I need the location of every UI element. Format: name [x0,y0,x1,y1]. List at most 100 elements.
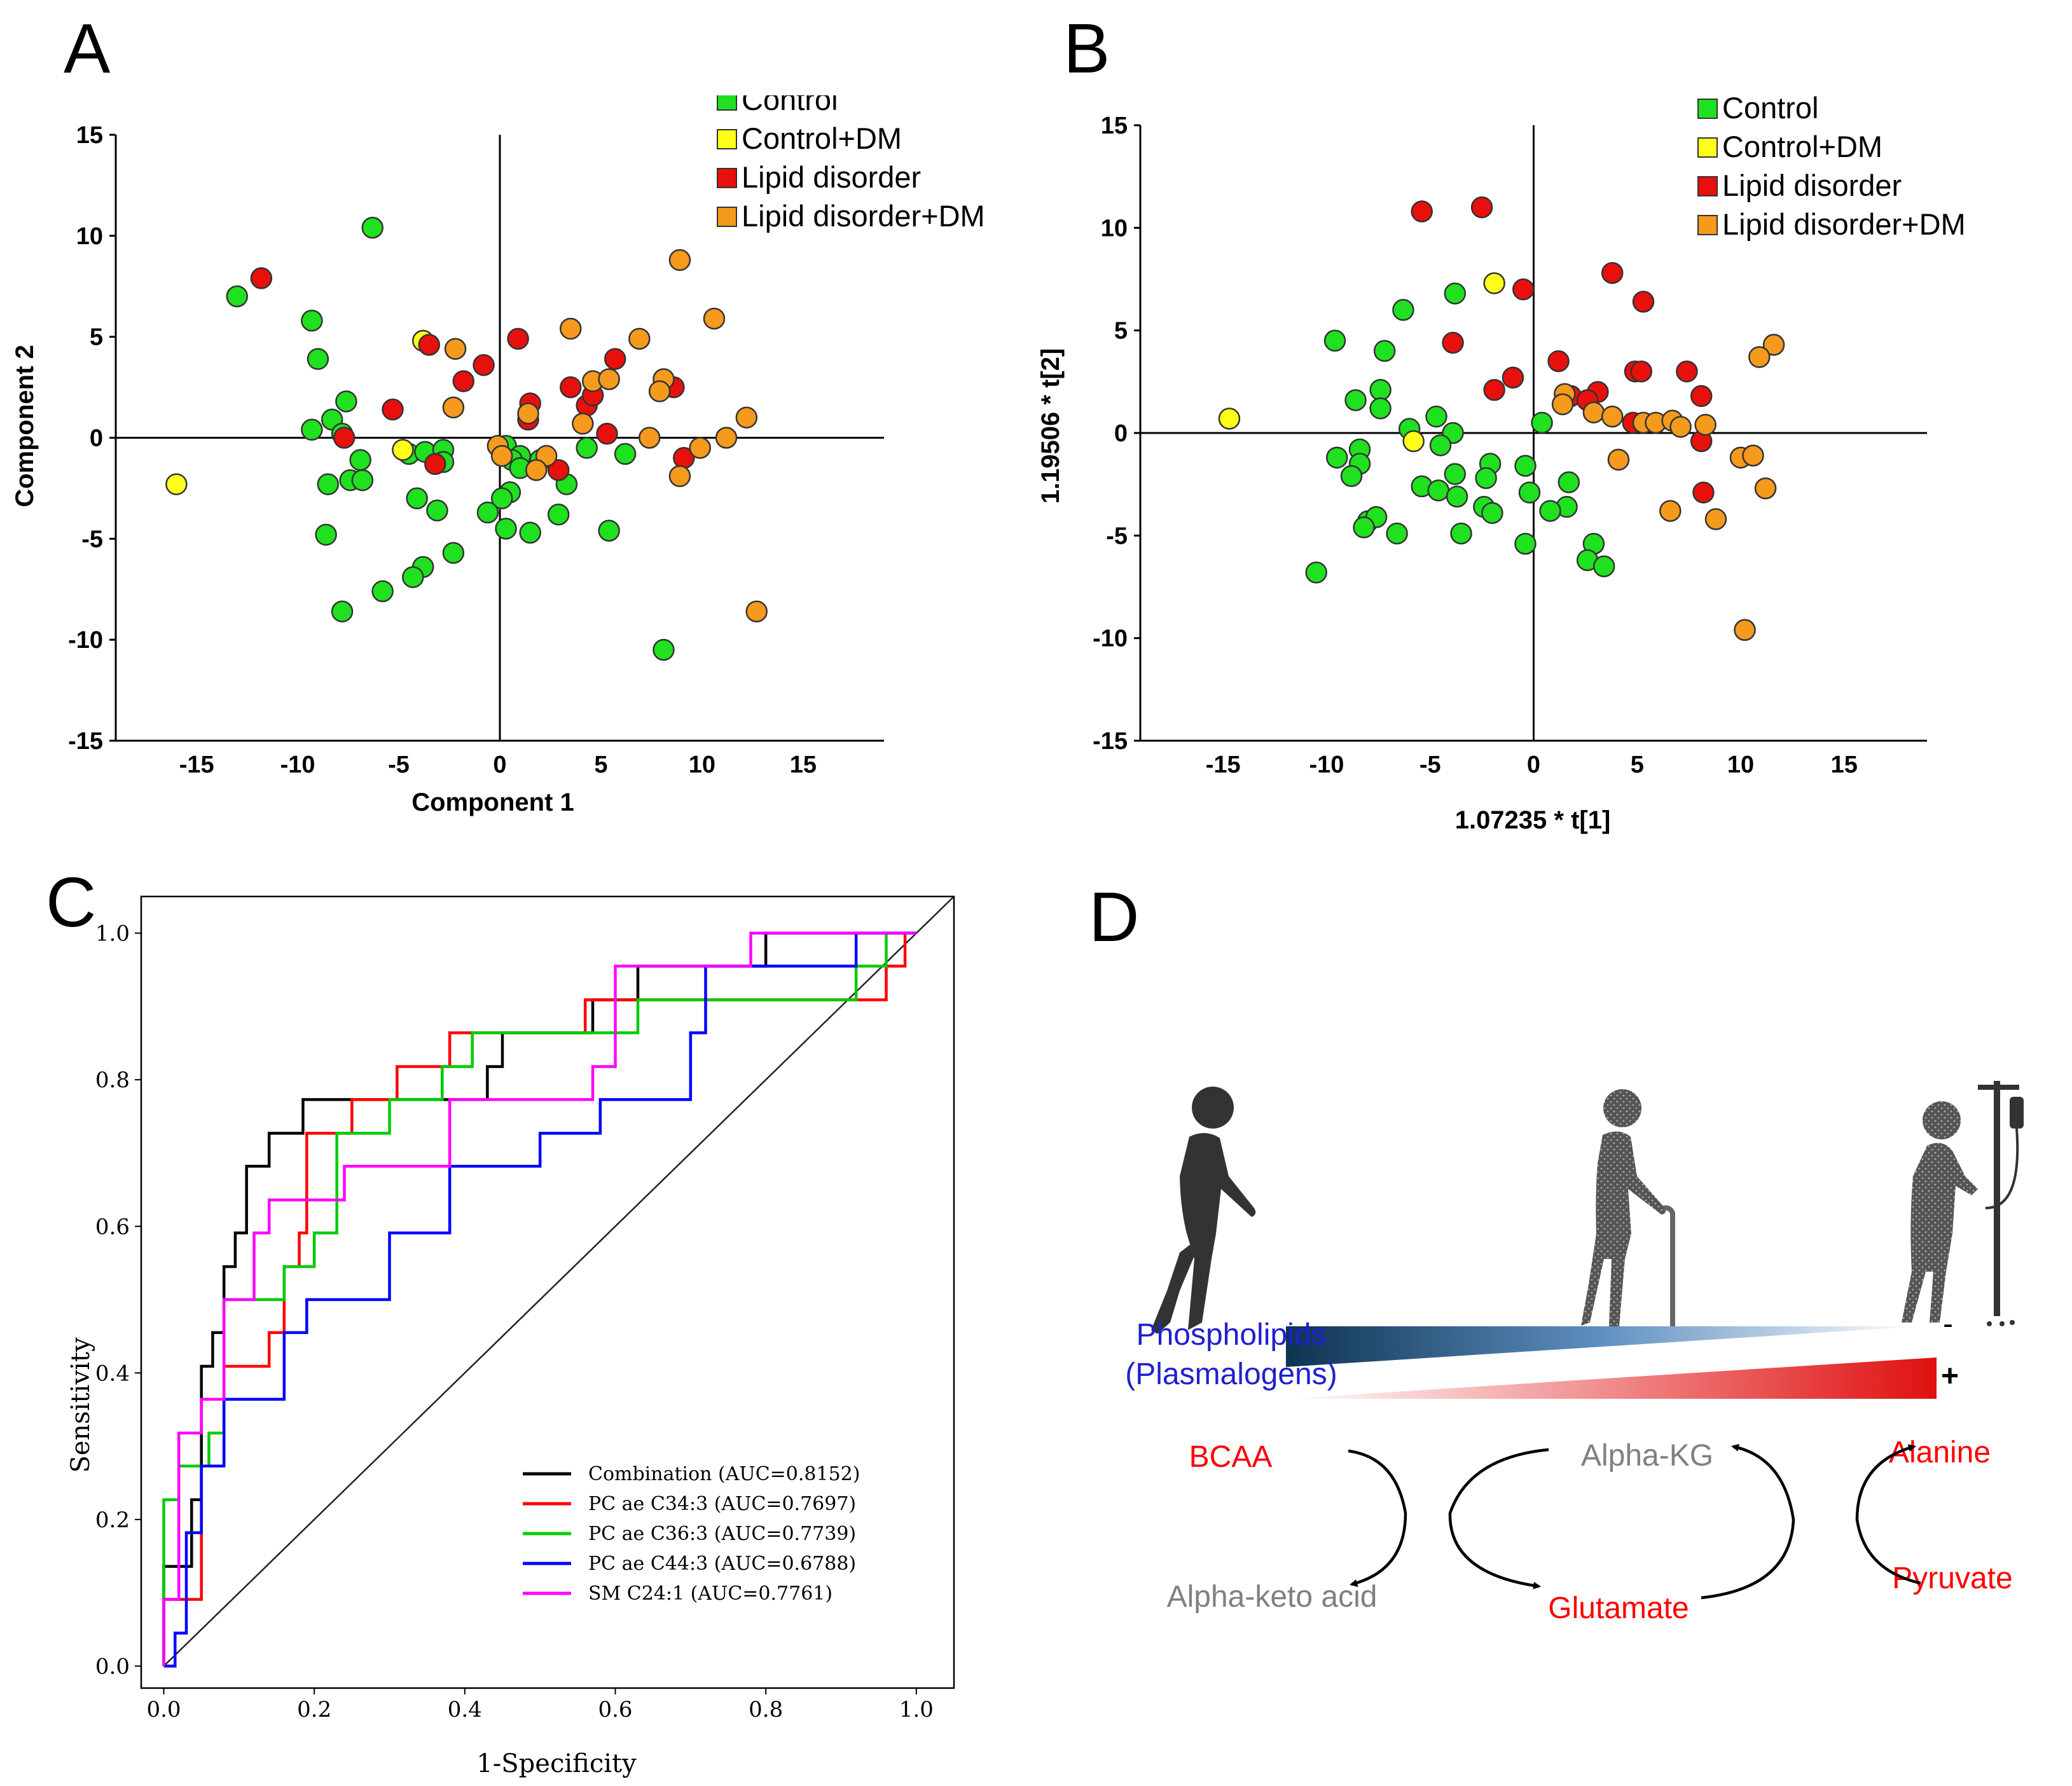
data-point [392,439,414,461]
data-point [250,267,273,289]
data-point [1429,434,1452,457]
x-tick-label: 15 [790,752,817,778]
data-point [1748,346,1771,368]
x-tick-label: 15 [1831,752,1858,778]
panel-label-d: D [1089,878,1140,956]
data-point [1427,479,1450,502]
metabolism-diagram: - + Phospholipids (Plasmalogens) BCAA Al… [1125,1081,2024,1625]
y-tick-label: 0.0 [95,1654,130,1679]
y-tick-label: 10 [76,223,103,250]
panel-b-chart: -15 -10 -5 0 5 10 15 -15 -10 -5 0 5 10 15 1.07235 * … [1040,95,2072,839]
x-axis-title: 1-Specificity [476,1749,637,1778]
alpha-kg-label: Alpha-KG [1581,1439,1713,1473]
legend-swatch [717,168,737,188]
x-tick-label: 0 [493,752,506,778]
y-tick-label: 0.8 [95,1068,130,1093]
data-point [165,473,188,495]
data-point [361,216,383,239]
legend-label: Lipid disorder [1722,168,1902,202]
y-tick-label: 0 [1114,420,1128,447]
data-point [1659,500,1682,522]
x-tick-label: 5 [594,752,607,778]
data-point [1444,282,1467,305]
x-tick-label: 10 [689,752,715,778]
legend-label: Control [1722,95,1819,125]
data-point [1582,401,1605,423]
pyruvate-label: Pyruvate [1892,1562,2012,1595]
pyruvate-to-alanine-arrow [1855,1444,1921,1585]
legend-swatch [717,129,737,149]
data-point [226,285,248,308]
y-axis-title: 1.19506 * t[2] [1040,348,1065,504]
data-point [525,459,548,481]
data-point [335,390,357,413]
y-tick-label: -5 [81,526,103,553]
legend-label: Combination (AUC=0.8152) [588,1463,860,1485]
y-tick-label: 0 [90,425,103,452]
data-point [473,354,495,376]
roc-chart: 0.0 0.2 0.4 0.6 0.8 1.0 0.0 0.2 0.4 0.6 0.8 1.0 1-… [66,895,955,1778]
data-point [1369,397,1392,420]
phospholipid-decrease-wedge [1286,1326,1919,1367]
data-point [1353,516,1375,539]
y-tick-label: 0.4 [95,1361,130,1386]
data-point [1514,532,1537,555]
data-point [1551,393,1574,416]
x-tick-label: 0 [1527,752,1540,778]
data-point [1425,405,1447,428]
x-tick-label: 5 [1631,752,1644,778]
data-point [1483,378,1505,401]
y-tick-label: 15 [76,122,103,149]
data-point [1475,467,1497,490]
data-point [1481,502,1503,525]
phospholipids-label: Phospholipids [1136,1318,1327,1352]
data-point [598,519,620,542]
data-point [1305,561,1327,584]
data-point [307,348,329,370]
legend-label: Control [742,95,838,116]
data-point [1502,366,1524,389]
data-point [517,402,539,425]
y-tick-label: 0.6 [95,1214,130,1240]
data-point [495,518,517,540]
x-tick-label: 0.4 [448,1697,482,1722]
data-point [317,473,340,495]
data-point [576,437,598,459]
scatter-chart-b: -15 -10 -5 0 5 10 15 -15 -10 -5 0 5 10 15 1.07235 * … [1040,95,1966,834]
data-point [424,453,446,476]
data-point [1512,278,1535,301]
data-point [715,427,738,449]
data-point [442,396,465,419]
data-point [1326,446,1348,469]
data-point [1704,508,1727,530]
data-point [1630,360,1653,383]
data-point [1592,555,1615,577]
data-point [668,465,691,488]
data-point [1632,291,1655,313]
alpha-keto-acid-label: Alpha-keto acid [1167,1580,1378,1614]
walking-person-icon [1151,1087,1256,1334]
data-point [444,338,467,360]
data-point [426,499,448,522]
data-point [476,501,499,524]
data-point [507,327,529,350]
data-point [598,368,620,390]
roc-curve [162,931,916,1666]
legend-swatch [1697,99,1718,119]
legend-swatch [1697,176,1718,196]
data-point [1323,329,1346,352]
data-point [689,437,711,459]
plasmalogens-label: (Plasmalogens) [1125,1357,1337,1391]
panel-c-chart: 0.0 0.2 0.4 0.6 0.8 1.0 0.0 0.2 0.4 0.6 0.8 1.0 1-… [0,865,1030,1786]
y-tick-label: 5 [1114,318,1128,345]
legend-label: Lipid disorder+DM [742,199,985,233]
patient-iv-pole-icon [1902,1081,2024,1326]
data-point [1483,272,1505,294]
data-point [1392,299,1414,321]
data-point [596,422,618,445]
data-point [1607,448,1630,471]
x-tick-label: -15 [179,752,214,778]
panel-label-b: B [1063,10,1110,88]
legend-label: PC ae C36:3 (AUC=0.7739) [588,1523,856,1545]
data-point [1547,350,1570,373]
